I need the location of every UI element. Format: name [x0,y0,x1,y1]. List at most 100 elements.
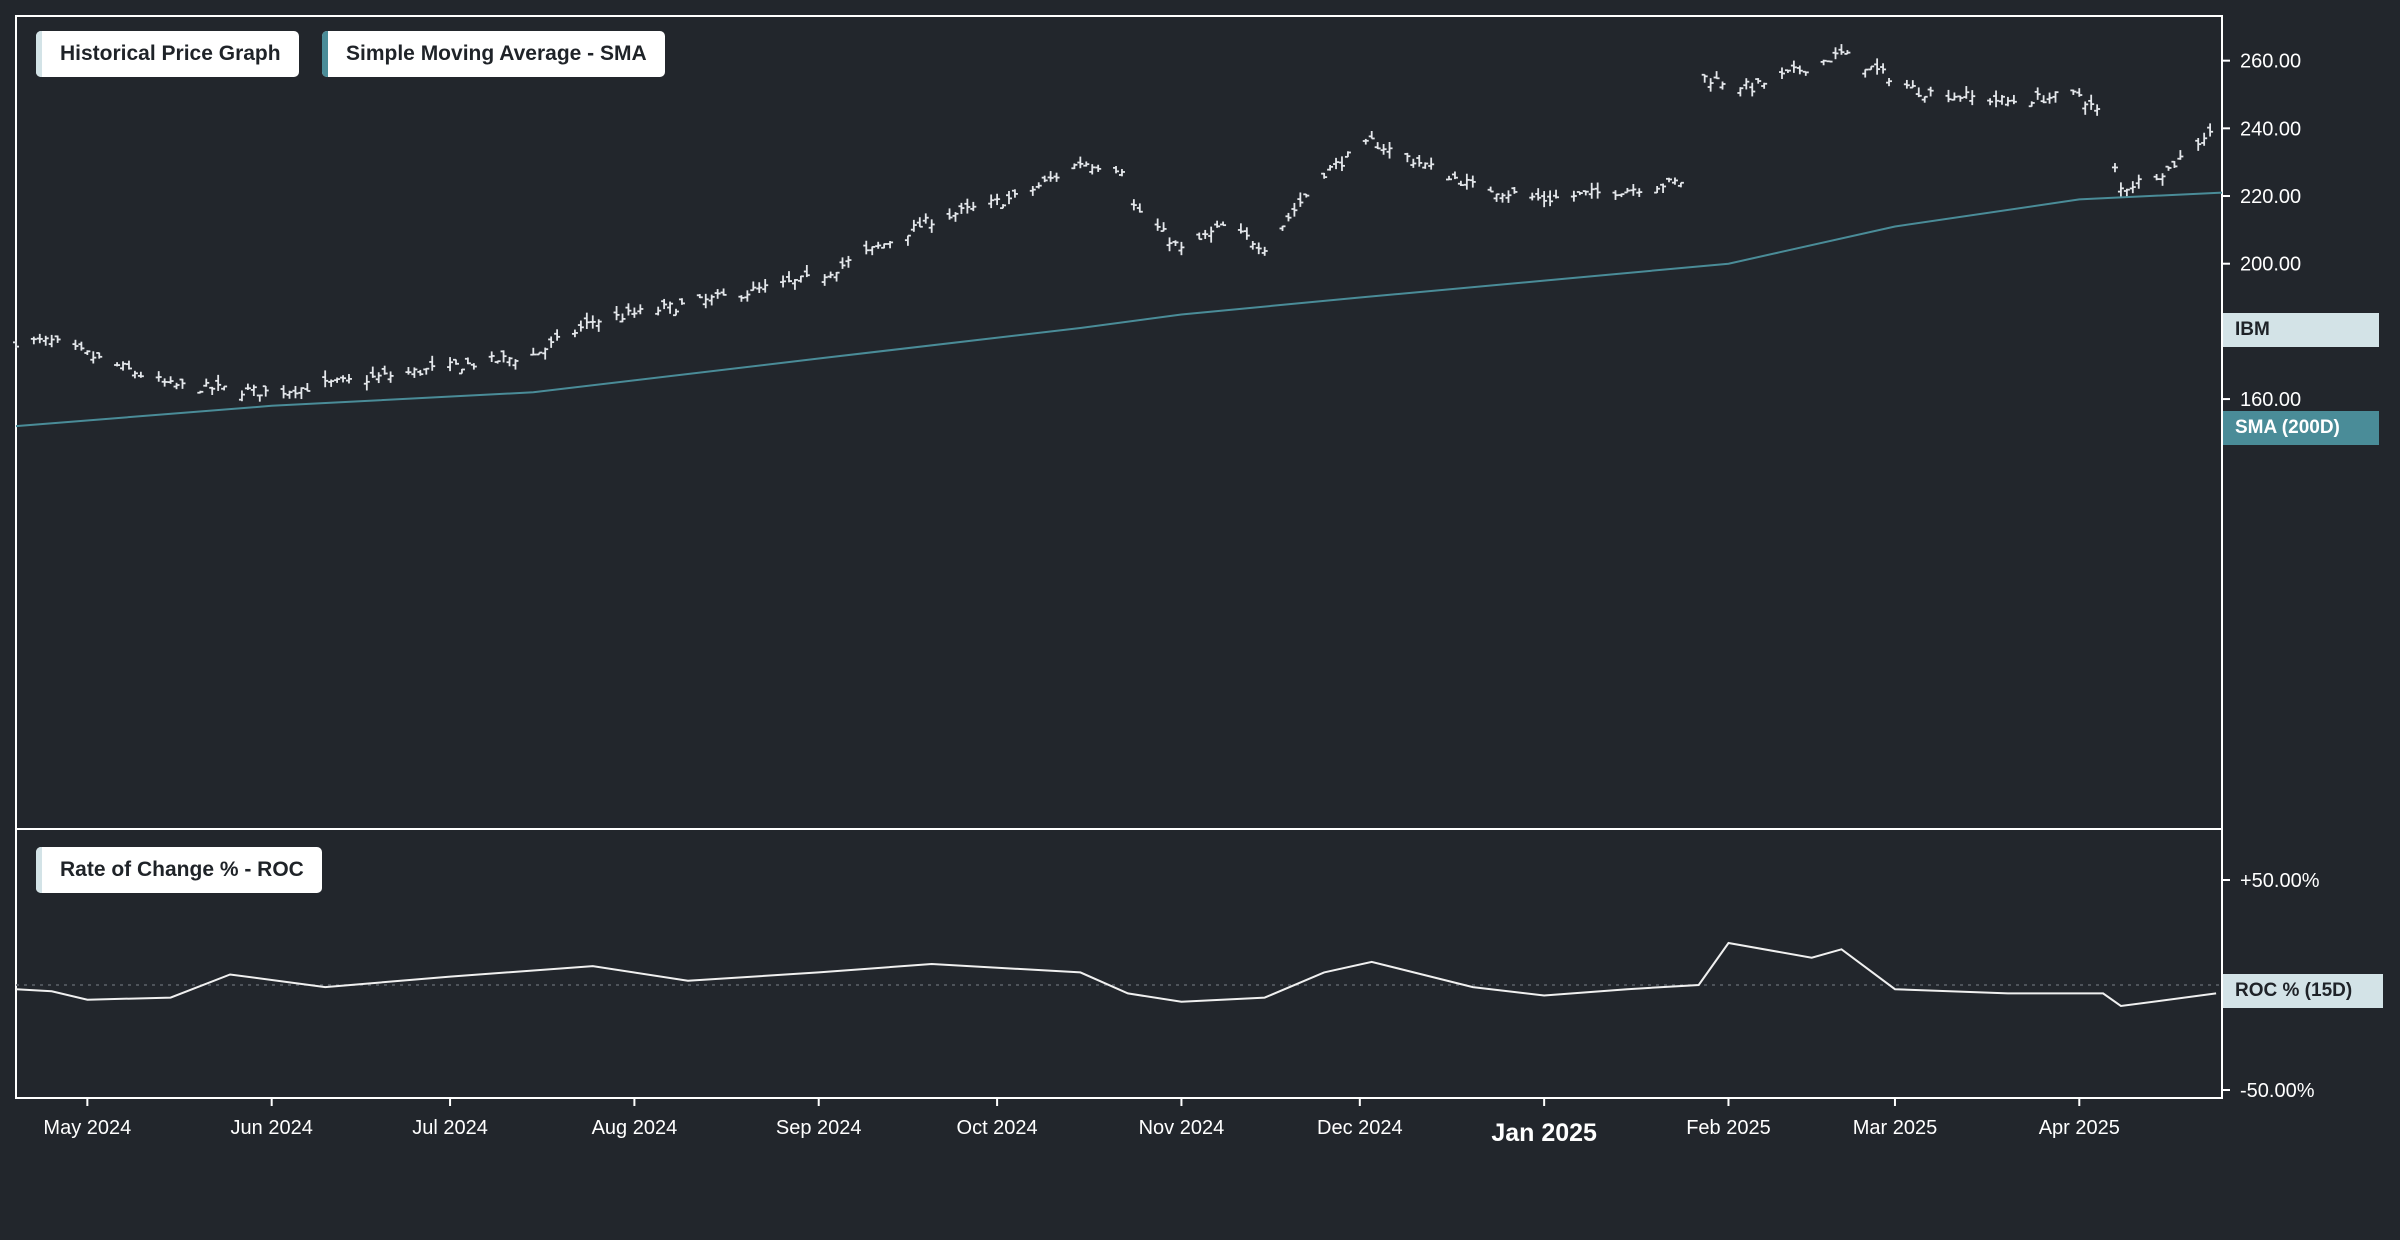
price-y-tick-label: 200.00 [2240,254,2301,276]
ohlc-bar [2201,132,2208,146]
ohlc-bar [345,374,352,384]
x-tick-label: Jul 2024 [412,1117,488,1139]
ohlc-bar [1243,227,1250,240]
ohlc-bar [1410,158,1417,168]
ohlc-bar [464,357,471,365]
ohlc-bar [1362,138,1369,145]
ohlc-bar [946,208,953,220]
ohlc-bar [304,383,311,392]
sma-swatch [322,31,328,77]
ohlc-bar [30,336,37,345]
roc-y-tick-label: +50.00% [2240,870,2320,892]
ohlc-bar [863,240,870,255]
ohlc-bar [1457,180,1464,186]
ohlc-bar [429,355,436,371]
ohlc-bar [1844,50,1851,55]
ohlc-bar [411,367,418,378]
ohlc-bar [1541,191,1548,208]
ohlc-bar [1993,90,2000,108]
ohlc-bar [1511,187,1518,194]
ohlc-bar [453,358,460,365]
ohlc-bar [1535,188,1542,201]
ohlc-bar [881,243,888,249]
ohlc-bar [179,378,186,389]
ohlc-bar [1618,193,1625,198]
ohlc-bar [1011,189,1018,198]
ohlc-bar [1594,182,1601,199]
ohlc-bar [803,264,810,278]
ohlc-bar [1333,157,1340,170]
ohlc-bar [387,371,394,383]
ohlc-bar [1880,63,1887,74]
ohlc-bar [1636,188,1643,197]
ohlc-bar [1071,163,1078,170]
ohlc-bar [655,306,662,316]
x-tick-label: Sep 2024 [776,1117,862,1139]
ohlc-bar [1802,70,1809,76]
ohlc-bar [750,281,757,292]
ohlc-bar [1630,184,1637,196]
ohlc-bar [1136,203,1143,213]
price-y-tick-label: 220.00 [2240,186,2301,208]
ohlc-bar [1041,175,1048,183]
ohlc-bar [542,347,549,360]
ohlc-bar [2010,94,2017,105]
legend-sma-button[interactable]: Simple Moving Average - SMA [322,31,665,77]
ohlc-bar [536,351,543,356]
x-tick-label: Oct 2024 [957,1117,1038,1139]
ohlc-bar [1784,69,1791,73]
ohlc-bar [1945,89,1952,103]
ohlc-bar [250,384,257,396]
ohlc-bar [1927,86,1934,97]
legend-roc-button[interactable]: Rate of Change % - ROC [36,847,322,893]
ohlc-bar [221,385,228,391]
ohlc-bar [36,333,43,344]
ohlc-bar [155,371,162,382]
ohlc-bar [262,385,269,397]
ohlc-bar [458,368,465,375]
ohlc-bar [2129,181,2136,194]
ohlc-bar [447,357,454,372]
ohlc-bar [1338,156,1345,172]
ohlc-bar [2159,173,2166,186]
ohlc-bar [328,379,335,387]
legend-price-button[interactable]: Historical Price Graph [36,31,299,77]
ohlc-bar [340,375,347,383]
ohlc-bar [1868,65,1875,71]
sma-value-tag: SMA (200D) [2223,411,2379,445]
ohlc-bar [1077,156,1084,169]
ohlc-bar [1130,199,1137,211]
ohlc-bar [762,278,769,293]
price-y-tick-label: 280.00 [2240,0,2301,5]
ohlc-bar [1321,172,1328,179]
ohlc-bar [1826,60,1833,63]
ohlc-bar [1778,67,1785,79]
ohlc-bar [1303,193,1310,198]
ohlc-bar [1761,82,1768,89]
ohlc-bar [1886,77,1893,87]
ohlc-bar [1255,242,1262,255]
ohlc-bar [887,241,894,249]
ohlc-bar [1957,95,1964,102]
ohlc-bar [1422,162,1429,169]
ohlc-bar [1743,78,1750,90]
ohlc-bar [2070,89,2077,95]
ohlc-bar [2123,188,2130,197]
ohlc-bar [1160,222,1167,232]
ohlc-bar [708,294,715,306]
ohlc-bar [78,341,85,351]
ohlc-bar [2082,101,2089,115]
ohlc-bar [589,315,596,329]
ohlc-bar [714,289,721,299]
ohlc-bar [637,304,644,315]
ohlc-bar [958,202,965,214]
ohlc-bar [1963,86,1970,99]
ohlc-bar [1172,240,1179,247]
ohlc-bar [298,387,305,400]
ohlc-bar [72,339,79,350]
ohlc-bar [2046,92,2053,104]
ohlc-bar [625,303,632,316]
roc-y-tick-label: -50.00% [2240,1080,2315,1102]
ohlc-bar [583,312,590,329]
